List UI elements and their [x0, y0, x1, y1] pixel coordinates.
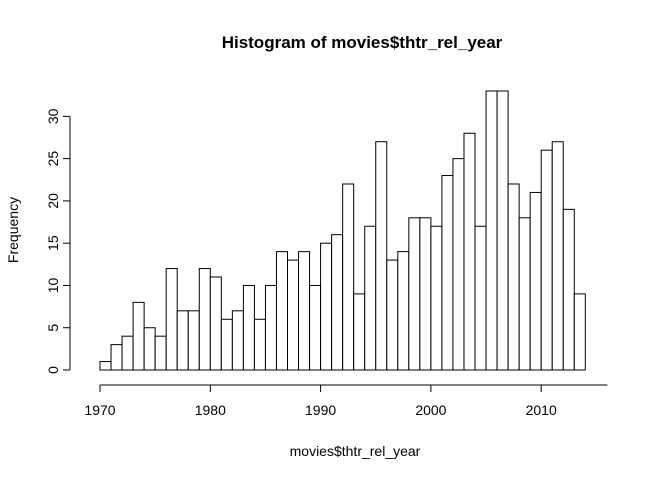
y-tick-label: 25	[45, 151, 61, 167]
histogram-bar	[463, 132, 476, 371]
histogram-bar	[287, 259, 300, 371]
histogram-bar	[474, 225, 487, 371]
histogram-bar	[507, 183, 520, 371]
histogram-bar	[331, 234, 344, 371]
histogram-bar	[430, 225, 443, 371]
histogram-bar	[342, 183, 355, 371]
y-tick-label: 0	[45, 366, 61, 374]
histogram-bar	[121, 335, 134, 371]
x-tick-label: 2000	[415, 402, 446, 418]
histogram-bar	[375, 141, 388, 371]
x-tick-label: 1980	[195, 402, 226, 418]
histogram-bar	[176, 310, 189, 371]
histogram-bar	[209, 276, 222, 371]
histogram-bar	[551, 141, 564, 371]
x-tick-label: 2010	[526, 402, 557, 418]
histogram-bar	[320, 242, 333, 371]
histogram-bar	[154, 335, 167, 371]
x-tick-label: 1970	[84, 402, 115, 418]
histogram-bar	[143, 327, 156, 371]
y-axis-label: Frequency	[5, 197, 21, 263]
histogram-bar	[187, 310, 200, 371]
y-tick-label: 5	[45, 324, 61, 332]
histogram-bar	[99, 361, 112, 371]
histogram-bar	[529, 191, 542, 371]
x-tick-label: 1990	[305, 402, 336, 418]
histogram-bar	[298, 251, 311, 371]
histogram-bar	[309, 284, 322, 371]
histogram-bar	[198, 268, 211, 371]
histogram-bar	[110, 344, 123, 371]
x-axis: 1970 1980 1990 2000 2010	[84, 384, 608, 418]
y-tick-label: 15	[45, 235, 61, 251]
histogram-bar	[419, 217, 432, 371]
histogram-bar	[441, 175, 454, 371]
histogram-bar	[397, 251, 410, 371]
histogram-bar	[452, 158, 465, 371]
histogram-bar	[231, 310, 244, 371]
histogram-bar	[253, 318, 266, 371]
y-axis: 0 5 10 15 20 25 30	[45, 108, 71, 374]
histogram-bar	[496, 90, 509, 371]
histogram-bar	[220, 318, 233, 371]
y-tick-label: 30	[45, 108, 61, 124]
histogram-bar	[353, 293, 366, 371]
histogram-bar	[242, 284, 255, 371]
histogram-bar	[540, 149, 553, 371]
histogram-bar	[386, 259, 399, 371]
histogram-bar	[264, 284, 277, 371]
histogram-bar	[485, 90, 498, 371]
histogram-bar	[562, 208, 575, 371]
y-tick-label: 20	[45, 193, 61, 209]
chart-title: Histogram of movies$thtr_rel_year	[222, 33, 503, 52]
histogram-bar	[408, 217, 421, 371]
bars-group	[99, 90, 586, 371]
y-tick-label: 10	[45, 277, 61, 293]
histogram-bar	[573, 293, 586, 371]
histogram-bar	[132, 301, 145, 371]
x-axis-label: movies$thtr_rel_year	[290, 443, 421, 459]
histogram-bar	[165, 268, 178, 371]
histogram-bar	[364, 225, 377, 371]
histogram-bar	[275, 251, 289, 371]
histogram-bar	[518, 217, 531, 371]
